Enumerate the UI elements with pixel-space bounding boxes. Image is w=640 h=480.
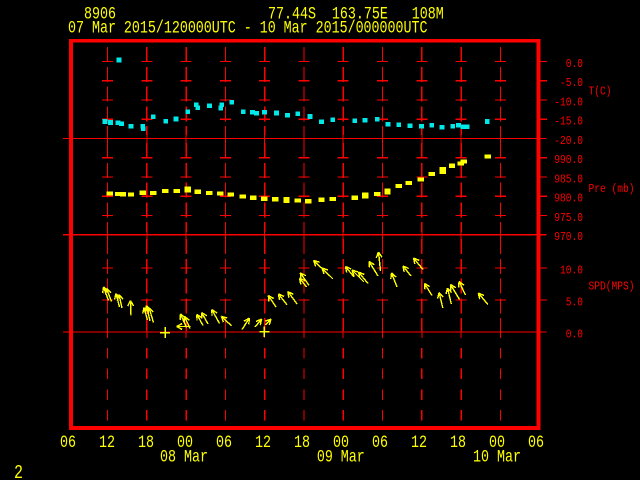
svg-text:970.0: 970.0 (554, 231, 583, 244)
svg-text:-20.0: -20.0 (554, 135, 583, 148)
svg-text:Pre (mb): Pre (mb) (589, 183, 635, 196)
svg-text:18: 18 (450, 432, 466, 452)
svg-text:12: 12 (99, 432, 115, 452)
svg-text:0.0: 0.0 (566, 58, 583, 71)
svg-text:-10.0: -10.0 (554, 96, 583, 109)
svg-text:12: 12 (255, 432, 271, 452)
svg-text:06: 06 (372, 432, 388, 452)
svg-text:12: 12 (411, 432, 427, 452)
svg-text:00: 00 (177, 432, 193, 452)
svg-text:980.0: 980.0 (554, 193, 583, 206)
svg-text:975.0: 975.0 (554, 212, 583, 225)
svg-text:09 Mar: 09 Mar (317, 447, 365, 467)
svg-text:08 Mar: 08 Mar (160, 447, 208, 467)
svg-text:T(C): T(C) (589, 85, 612, 98)
svg-text:10 Mar: 10 Mar (473, 447, 521, 467)
svg-text:-15.0: -15.0 (554, 116, 583, 129)
svg-text:00: 00 (333, 432, 349, 452)
svg-text:18: 18 (138, 432, 154, 452)
svg-text:985.0: 985.0 (554, 173, 583, 186)
svg-text:2: 2 (14, 463, 23, 480)
svg-text:8906: 8906 (84, 4, 116, 24)
svg-text:06: 06 (528, 432, 544, 452)
svg-text:10.0: 10.0 (560, 264, 583, 277)
svg-text:00: 00 (489, 432, 505, 452)
svg-text:SPD(MPS): SPD(MPS) (589, 280, 635, 293)
svg-text:06: 06 (60, 432, 76, 452)
svg-text:990.0: 990.0 (554, 154, 583, 167)
svg-text:5.0: 5.0 (566, 296, 583, 309)
svg-text:06: 06 (216, 432, 232, 452)
svg-text:0.0: 0.0 (566, 328, 583, 341)
svg-text:07 Mar 2015/120000UTC - 10 Mar: 07 Mar 2015/120000UTC - 10 Mar 2015/0000… (68, 18, 427, 38)
svg-text:77.44S 163.75E 108M: 77.44S 163.75E 108M (268, 4, 444, 24)
svg-text:-5.0: -5.0 (560, 77, 583, 90)
svg-text:18: 18 (294, 432, 310, 452)
